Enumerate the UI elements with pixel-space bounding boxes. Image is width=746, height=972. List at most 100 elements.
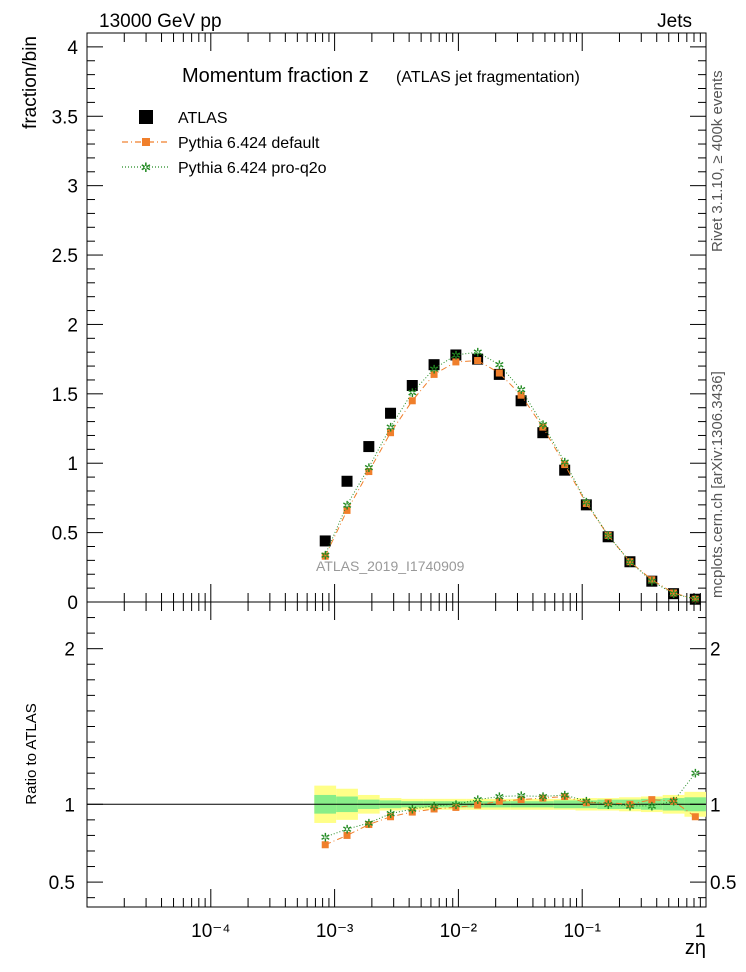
x-axis-label: zη (685, 937, 706, 959)
main-x-ticks (86, 33, 701, 602)
atlas-data-point (537, 427, 549, 439)
main-y-tick-label: 4 (67, 38, 78, 59)
atlas-data-point (450, 349, 462, 361)
proq2o-data-point: ✲ (669, 795, 679, 809)
default-data-point (474, 801, 482, 809)
main-y-axis: 0 0.5 1 1.5 2 2.5 3 3.5 4 (52, 38, 706, 614)
atlas-data-point (385, 407, 397, 419)
rivet-version-label: Rivet 3.1.10, ≥ 400k events (709, 70, 726, 252)
proq2o-data-point: ✲ (625, 555, 635, 569)
chart-subtitle: (ATLAS jet fragmentation) (396, 69, 580, 86)
default-data-point (648, 796, 656, 804)
default-data-point (539, 423, 547, 431)
proq2o-data-point: ✲ (690, 767, 700, 781)
ratio-y-tick-label: 0.5 (49, 873, 75, 894)
default-data-point (321, 552, 329, 560)
proq2o-data-point: ✲ (581, 795, 591, 809)
default-data-point (561, 461, 569, 469)
proq2o-data-point: ✲ (494, 790, 504, 804)
default-data-point (452, 358, 460, 366)
proq2o-data-point: ✲ (669, 587, 679, 601)
proq2o-series-line (325, 772, 696, 838)
legend-marker-default (142, 138, 150, 146)
ratio-x-tick-label: 1 (695, 921, 706, 942)
header-energy-label: 13000 GeV pp (99, 11, 222, 32)
default-data-point (539, 794, 547, 802)
default-data-point (321, 841, 329, 849)
proq2o-data-point: ✲ (320, 548, 330, 562)
atlas-data-point (559, 464, 571, 476)
proq2o-data-point: ✲ (494, 358, 504, 372)
proq2o-data-point: ✲ (407, 386, 417, 400)
proq2o-series-line (324, 351, 696, 600)
main-y-tick-label: 1.5 (52, 385, 78, 406)
analysis-label: ATLAS_2019_I1740909 (316, 558, 465, 574)
default-data-point (474, 357, 482, 365)
ratio-x-tick-label: 10⁻³ (316, 921, 354, 942)
legend-marker-proq2o: ✲ (141, 160, 152, 175)
proq2o-data-point: ✲ (516, 789, 526, 803)
default-data-point (648, 576, 656, 584)
legend-label-proq2o: Pythia 6.424 pro-q2o (178, 160, 327, 177)
mcplots-label: mcplots.cern.ch [arXiv:1306.3436] (709, 371, 726, 598)
ratio-y-tick-label-right: 1 (710, 795, 721, 816)
main-y-tick-label: 0 (67, 593, 78, 614)
proq2o-data-point: ✲ (516, 383, 526, 397)
proq2o-data-point: ✲ (560, 788, 570, 802)
proq2o-data-point: ✲ (364, 816, 374, 830)
atlas-data-point (363, 441, 375, 453)
ratio-frame (86, 601, 707, 908)
ratio-x-tick-label: 10⁻² (440, 921, 478, 942)
proq2o-data-point: ✲ (647, 799, 657, 813)
proq2o-data-point: ✲ (603, 798, 613, 812)
proq2o-data-point: ✲ (473, 793, 483, 807)
proq2o-data-point: ✲ (538, 418, 548, 432)
legend-label-atlas: ATLAS (178, 110, 228, 127)
proq2o-data-point: ✲ (690, 593, 700, 607)
proq2o-data-point: ✲ (538, 790, 548, 804)
default-data-point (430, 370, 438, 378)
proq2o-data-point: ✲ (385, 807, 395, 821)
default-data-point (343, 506, 351, 514)
default-data-point (561, 793, 569, 801)
proq2o-data-point: ✲ (451, 348, 461, 362)
default-data-point (452, 803, 460, 811)
ratio-x-tick-label: 10⁻⁴ (191, 921, 230, 942)
proq2o-data-point: ✲ (647, 575, 657, 589)
atlas-data-point (341, 475, 353, 487)
ratio-y-axis-label: Ratio to ATLAS (23, 703, 40, 804)
default-series-line (325, 796, 696, 846)
default-data-point (517, 391, 525, 399)
default-data-point (343, 831, 351, 839)
main-y-tick-label: 3.5 (52, 107, 78, 128)
atlas-data-point (319, 535, 331, 547)
default-data-point (670, 797, 678, 805)
default-data-point (495, 369, 503, 377)
ratio-panel: 0.5 0.5 1 1 2 2 10⁻⁴ 10⁻³ 10⁻² 10⁻¹ 1 Ratio to AT… (23, 601, 736, 959)
main-y-tick-label: 2.5 (52, 246, 78, 267)
main-y-axis-label: fraction/bin (20, 36, 41, 129)
default-data-point (670, 589, 678, 597)
default-data-point (626, 558, 634, 566)
default-data-point (604, 799, 612, 807)
proq2o-data-point: ✲ (560, 455, 570, 469)
proq2o-data-point: ✲ (625, 799, 635, 813)
default-data-point (517, 796, 525, 804)
ratio-y-tick-label-right: 0.5 (710, 873, 736, 894)
proq2o-data-point: ✲ (451, 798, 461, 812)
main-y-tick-label: 3 (67, 177, 78, 198)
default-data-point (365, 821, 373, 829)
proq2o-data-point: ✲ (320, 830, 330, 844)
default-data-point (430, 805, 438, 813)
default-data-point (582, 799, 590, 807)
default-data-point (626, 800, 634, 808)
header-process-label: Jets (657, 11, 692, 32)
default-data-point (387, 429, 395, 437)
ratio-y-axis: 0.5 0.5 1 1 2 2 (49, 601, 736, 899)
proq2o-data-point: ✲ (429, 799, 439, 813)
proq2o-data-point: ✲ (581, 496, 591, 510)
default-series-line (324, 360, 696, 600)
default-data-point (365, 468, 373, 476)
proq2o-data-point: ✲ (342, 823, 352, 837)
